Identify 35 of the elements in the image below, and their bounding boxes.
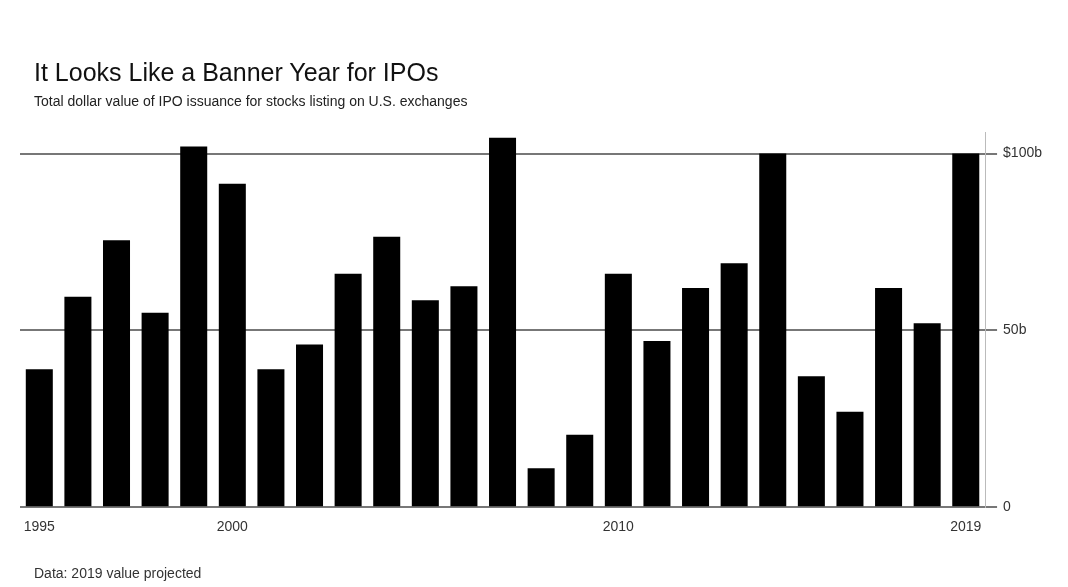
bar <box>25 369 53 507</box>
y-tick-label: 50b <box>1003 321 1027 338</box>
bar <box>411 300 439 507</box>
chart-title: It Looks Like a Banner Year for IPOs <box>34 58 439 87</box>
bar <box>257 369 285 507</box>
bar <box>566 434 594 507</box>
bar <box>527 468 555 507</box>
bar <box>64 296 92 507</box>
bar <box>836 411 864 507</box>
bar <box>218 183 246 507</box>
bar <box>797 376 825 507</box>
text: Data: 2019 value projected <box>34 565 202 581</box>
bar <box>103 240 131 507</box>
x-tick-label: 1995 <box>23 518 56 535</box>
bar <box>913 323 941 507</box>
bar <box>373 236 401 507</box>
y-tick-label: $100b <box>1003 144 1043 161</box>
bar <box>296 344 324 507</box>
chart-subtitle: Total dollar value of IPO issuance for stocks listing on U.S. exchanges <box>34 93 468 109</box>
x-tick-label: 2010 <box>602 518 635 535</box>
bar <box>180 146 208 507</box>
bar <box>875 287 903 507</box>
x-tick-label: 2000 <box>216 518 249 535</box>
bar <box>334 273 362 507</box>
bar <box>489 137 517 507</box>
bar <box>643 341 671 507</box>
bar <box>682 287 710 507</box>
y-tick-label: 0 <box>1003 498 1012 515</box>
bar <box>141 312 169 507</box>
bar <box>450 286 478 507</box>
bar <box>952 153 980 507</box>
bar <box>720 263 748 507</box>
bar <box>604 273 632 507</box>
x-tick-label: 2019 <box>950 518 982 535</box>
bar <box>759 153 787 507</box>
